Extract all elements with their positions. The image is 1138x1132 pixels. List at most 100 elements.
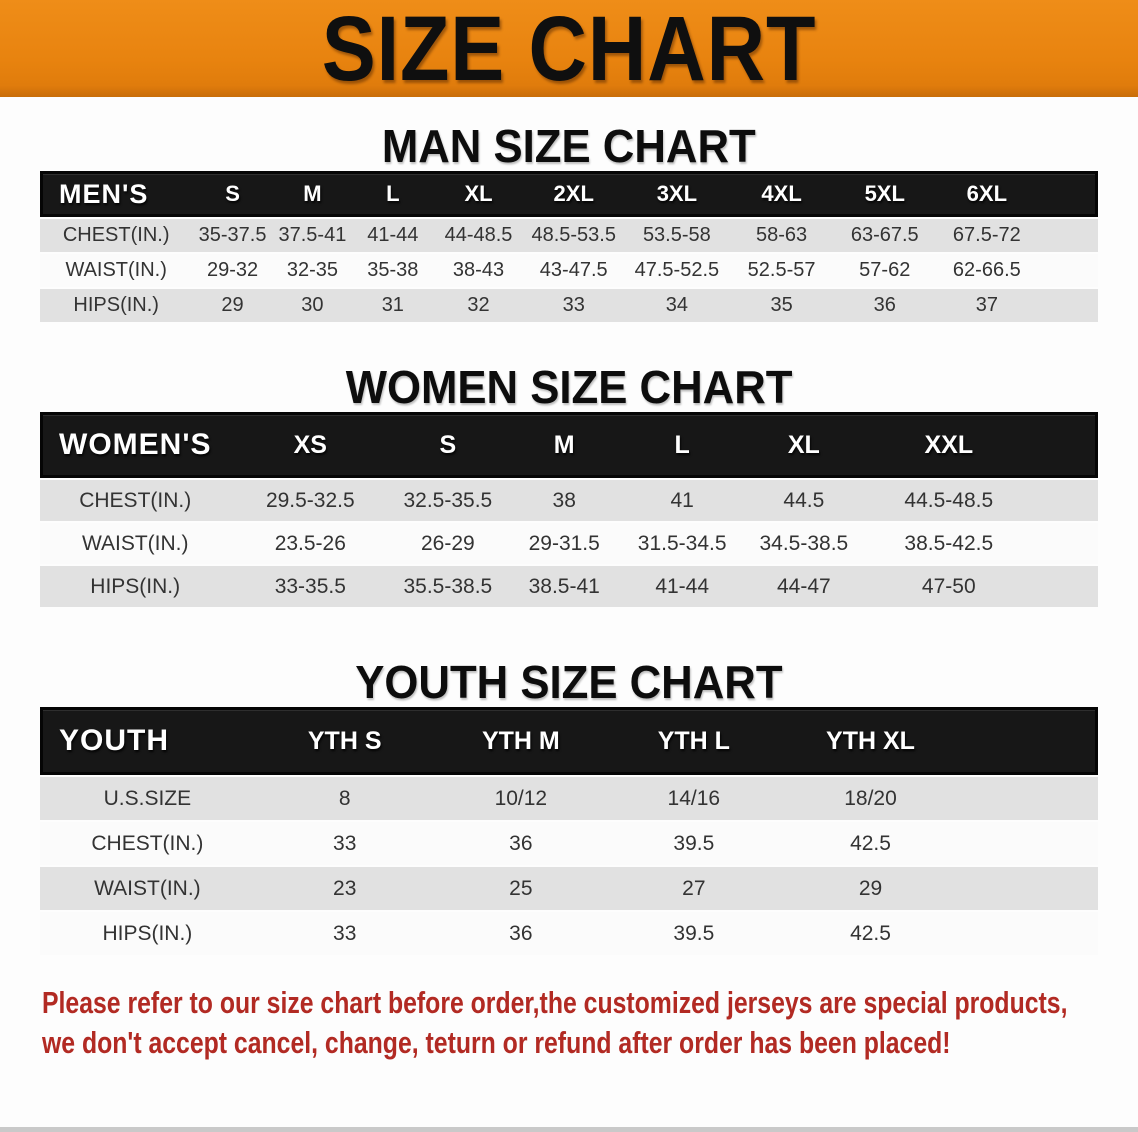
size-value-cell: 23 (254, 867, 435, 910)
youth-size-section: YOUTH SIZE CHART YOUTH YTH S YTH M YTH L YTH… (0, 659, 1138, 957)
size-value-cell: 32 (433, 289, 524, 322)
size-value-cell: 44-47 (741, 566, 867, 607)
table-header-row: MEN'S S M L XL 2XL 3XL 4XL 5XL 6XL (40, 171, 1098, 217)
size-value-cell: 35 (729, 289, 834, 322)
size-value-cell: 27 (607, 867, 781, 910)
size-value-cell: 23.5-26 (230, 523, 391, 564)
row-label-cell: U.S.SIZE (40, 777, 255, 820)
size-value-cell: 29.5-32.5 (230, 480, 391, 521)
table-title-cell: MEN'S (40, 171, 193, 217)
size-value-cell: 30 (272, 289, 353, 322)
disclaimer-text: Please refer to our size chart before or… (42, 983, 1138, 1063)
row-label-cell: HIPS(IN.) (40, 566, 231, 607)
size-column-header: YTH M (434, 707, 608, 775)
size-value-cell: 34 (623, 289, 730, 322)
size-value-cell: 44.5 (741, 480, 867, 521)
size-value-cell: 39.5 (607, 822, 781, 865)
size-value-cell: 32-35 (272, 254, 353, 287)
spacer-cell (1031, 412, 1098, 478)
size-column-header: XXL (866, 412, 1032, 478)
size-column-header: S (192, 171, 273, 217)
size-value-cell: 48.5-53.5 (523, 219, 624, 252)
spacer-cell (1031, 566, 1098, 607)
spacer-cell (1037, 219, 1098, 252)
table-header-row: YOUTH YTH S YTH M YTH L YTH XL (40, 707, 1098, 775)
disclaimer-line-2: we don't accept cancel, change, teturn o… (42, 1025, 951, 1060)
size-value-cell: 31.5-34.5 (622, 523, 742, 564)
row-label-cell: CHEST(IN.) (40, 219, 193, 252)
size-value-cell: 44.5-48.5 (866, 480, 1032, 521)
banner-title: SIZE CHART (321, 0, 817, 100)
size-value-cell: 41-44 (622, 566, 742, 607)
size-value-cell: 52.5-57 (729, 254, 834, 287)
size-value-cell: 58-63 (729, 219, 834, 252)
size-value-cell: 67.5-72 (936, 219, 1038, 252)
youth-chart-heading-text: YOUTH SIZE CHART (355, 656, 783, 708)
size-column-header: 3XL (623, 171, 730, 217)
size-value-cell: 33 (523, 289, 624, 322)
size-value-cell: 10/12 (434, 777, 608, 820)
size-value-cell: 38.5-41 (505, 566, 623, 607)
table-row: CHEST(IN.) 29.5-32.5 32.5-35.5 38 41 44.5 44.5… (40, 480, 1098, 521)
size-value-cell: 14/16 (607, 777, 781, 820)
size-column-header: YTH L (607, 707, 781, 775)
row-label-cell: WAIST(IN.) (40, 523, 231, 564)
size-column-header: 4XL (729, 171, 834, 217)
table-row: WAIST(IN.) 23 25 27 29 (40, 867, 1098, 910)
women-chart-heading: WOMEN SIZE CHART (0, 364, 1138, 410)
size-value-cell: 33 (254, 912, 435, 955)
size-value-cell: 8 (254, 777, 435, 820)
size-value-cell: 63-67.5 (833, 219, 937, 252)
youth-chart-heading: YOUTH SIZE CHART (0, 659, 1138, 705)
size-column-header: XS (230, 412, 391, 478)
size-value-cell: 35-38 (352, 254, 434, 287)
size-value-cell: 42.5 (780, 822, 961, 865)
size-value-cell: 42.5 (780, 912, 961, 955)
spacer-cell (960, 867, 1098, 910)
table-row: WAIST(IN.) 29-32 32-35 35-38 38-43 43-47.5 47.… (40, 254, 1098, 287)
size-value-cell: 39.5 (607, 912, 781, 955)
spacer-cell (1037, 289, 1098, 322)
row-label-cell: WAIST(IN.) (40, 867, 255, 910)
women-chart-heading-text: WOMEN SIZE CHART (345, 361, 793, 413)
table-row: CHEST(IN.) 33 36 39.5 42.5 (40, 822, 1098, 865)
size-column-header: 5XL (833, 171, 937, 217)
size-value-cell: 36 (833, 289, 937, 322)
size-value-cell: 26-29 (390, 523, 506, 564)
size-value-cell: 41 (622, 480, 742, 521)
table-row: HIPS(IN.) 33 36 39.5 42.5 (40, 912, 1098, 955)
size-value-cell: 44-48.5 (433, 219, 524, 252)
spacer-cell (1031, 523, 1098, 564)
size-value-cell: 47.5-52.5 (623, 254, 730, 287)
table-title-cell: YOUTH (40, 707, 255, 775)
spacer-cell (1031, 480, 1098, 521)
bottom-edge-divider (0, 1127, 1138, 1132)
size-column-header: XL (741, 412, 867, 478)
size-column-header: 2XL (523, 171, 624, 217)
men-chart-heading-text: MAN SIZE CHART (382, 120, 756, 172)
size-value-cell: 29 (192, 289, 273, 322)
size-value-cell: 35.5-38.5 (390, 566, 506, 607)
size-column-header: L (622, 412, 742, 478)
size-value-cell: 18/20 (780, 777, 961, 820)
table-row: CHEST(IN.) 35-37.5 37.5-41 41-44 44-48.5 48.5… (40, 219, 1098, 252)
size-value-cell: 38-43 (433, 254, 524, 287)
size-value-cell: 38.5-42.5 (866, 523, 1032, 564)
women-size-section: WOMEN SIZE CHART WOMEN'S XS S M L XL XXL CHEST(… (0, 364, 1138, 609)
row-label-cell: CHEST(IN.) (40, 822, 255, 865)
disclaimer-line-1: Please refer to our size chart before or… (42, 985, 1068, 1020)
row-label-cell: WAIST(IN.) (40, 254, 193, 287)
size-value-cell: 33-35.5 (230, 566, 391, 607)
table-row: HIPS(IN.) 33-35.5 35.5-38.5 38.5-41 41-44 44-… (40, 566, 1098, 607)
table-row: WAIST(IN.) 23.5-26 26-29 29-31.5 31.5-34.5 34… (40, 523, 1098, 564)
row-label-cell: HIPS(IN.) (40, 289, 193, 322)
size-value-cell: 29-31.5 (505, 523, 623, 564)
size-value-cell: 47-50 (866, 566, 1032, 607)
youth-size-table: YOUTH YTH S YTH M YTH L YTH XL U.S.SIZE 8 10/12… (40, 705, 1098, 957)
size-value-cell: 57-62 (833, 254, 937, 287)
size-column-header: XL (433, 171, 524, 217)
womens-size-table: WOMEN'S XS S M L XL XXL CHEST(IN.) 29.5-32.5 32.5… (40, 410, 1098, 609)
size-column-header: YTH S (254, 707, 435, 775)
spacer-cell (1037, 171, 1098, 217)
table-header-row: WOMEN'S XS S M L XL XXL (40, 412, 1098, 478)
